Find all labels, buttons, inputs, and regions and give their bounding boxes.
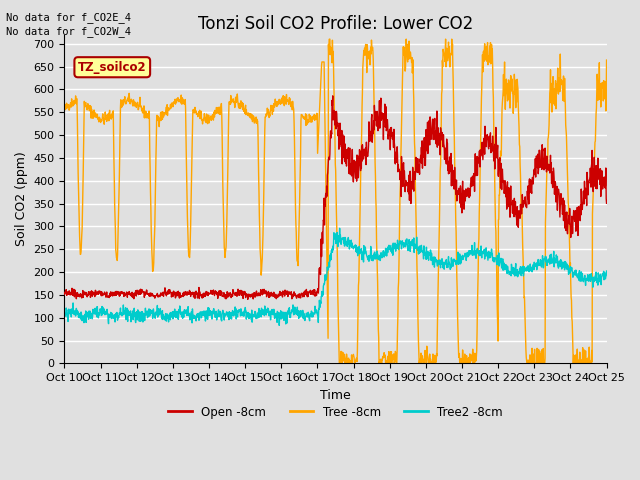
- Text: No data for f_CO2W_4: No data for f_CO2W_4: [6, 26, 131, 37]
- Y-axis label: Soil CO2 (ppm): Soil CO2 (ppm): [15, 152, 28, 246]
- Legend: Open -8cm, Tree -8cm, Tree2 -8cm: Open -8cm, Tree -8cm, Tree2 -8cm: [163, 401, 508, 423]
- Title: Tonzi Soil CO2 Profile: Lower CO2: Tonzi Soil CO2 Profile: Lower CO2: [198, 15, 473, 33]
- Text: TZ_soilco2: TZ_soilco2: [78, 61, 147, 74]
- Text: No data for f_CO2E_4: No data for f_CO2E_4: [6, 12, 131, 23]
- X-axis label: Time: Time: [320, 389, 351, 402]
